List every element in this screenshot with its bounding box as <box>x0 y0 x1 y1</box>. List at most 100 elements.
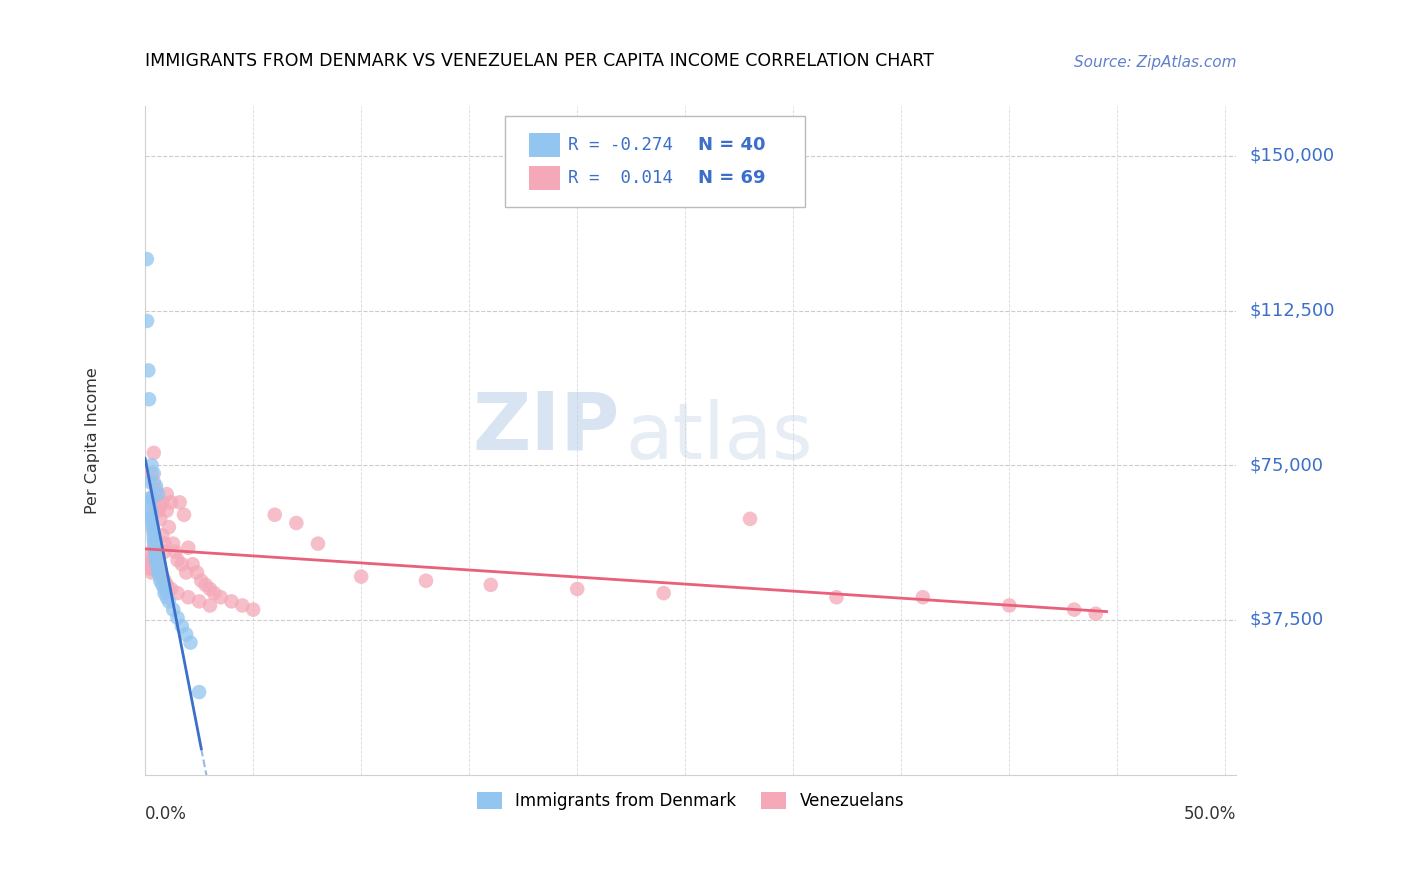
Point <box>160 495 183 509</box>
Point <box>142 528 165 542</box>
Point <box>145 479 167 493</box>
Text: $112,500: $112,500 <box>1250 301 1334 319</box>
Text: $75,000: $75,000 <box>1250 457 1323 475</box>
FancyBboxPatch shape <box>529 133 560 157</box>
Point <box>150 495 173 509</box>
Text: ZIP: ZIP <box>472 388 620 467</box>
Point <box>174 566 197 580</box>
Point <box>150 569 173 583</box>
Point <box>145 545 167 559</box>
Point <box>143 545 166 559</box>
Point <box>202 586 225 600</box>
Point <box>415 574 437 588</box>
Point <box>153 582 176 596</box>
Point <box>162 536 184 550</box>
Point <box>221 594 243 608</box>
Point <box>153 574 176 588</box>
Point <box>146 503 169 517</box>
Point <box>173 508 195 522</box>
Point <box>825 591 848 605</box>
Point <box>142 524 165 539</box>
Point <box>145 549 167 563</box>
Point <box>142 467 165 481</box>
Point <box>142 491 165 506</box>
Point <box>194 578 217 592</box>
Point <box>209 591 232 605</box>
Point <box>153 586 176 600</box>
Point <box>170 558 193 572</box>
Legend: Immigrants from Denmark, Venezuelans: Immigrants from Denmark, Venezuelans <box>470 785 911 816</box>
FancyBboxPatch shape <box>505 117 806 207</box>
Text: Per Capita Income: Per Capita Income <box>86 368 100 514</box>
Point <box>652 586 675 600</box>
Point <box>138 561 160 575</box>
Point <box>136 549 159 563</box>
Point <box>141 566 163 580</box>
Point <box>166 611 188 625</box>
Point <box>181 558 204 572</box>
Point <box>166 553 188 567</box>
Point <box>141 561 163 575</box>
Point <box>166 586 188 600</box>
Point <box>156 503 179 517</box>
FancyBboxPatch shape <box>529 166 560 190</box>
Point <box>141 512 163 526</box>
Point <box>165 545 187 559</box>
Point <box>479 578 502 592</box>
Point <box>139 508 162 522</box>
Text: atlas: atlas <box>626 400 813 475</box>
Point <box>142 533 165 547</box>
Point <box>146 487 169 501</box>
Point <box>139 491 162 506</box>
Point <box>141 503 163 517</box>
Point <box>153 545 176 559</box>
Text: R =  0.014: R = 0.014 <box>568 169 673 187</box>
Point <box>146 561 169 575</box>
Point <box>307 536 329 550</box>
Point <box>149 574 172 588</box>
Point <box>141 458 163 473</box>
Point <box>160 582 183 596</box>
Point <box>138 475 160 489</box>
Point <box>1063 602 1085 616</box>
Point <box>141 558 163 572</box>
Text: N = 69: N = 69 <box>699 169 766 187</box>
Point <box>170 619 193 633</box>
Text: Source: ZipAtlas.com: Source: ZipAtlas.com <box>1074 54 1236 70</box>
Point <box>142 520 165 534</box>
Point <box>138 553 160 567</box>
Point <box>177 591 200 605</box>
Point <box>567 582 589 596</box>
Point <box>138 495 160 509</box>
Point <box>156 578 179 592</box>
Text: $37,500: $37,500 <box>1250 611 1323 629</box>
Point <box>149 569 172 583</box>
Point <box>350 569 373 583</box>
Text: 50.0%: 50.0% <box>1184 805 1236 822</box>
Point <box>142 475 165 489</box>
Point <box>263 508 285 522</box>
Point <box>156 591 179 605</box>
Point <box>188 594 211 608</box>
Point <box>198 582 221 596</box>
Point <box>911 591 934 605</box>
Point <box>242 602 264 616</box>
Point <box>138 363 160 377</box>
Point <box>177 541 200 555</box>
Point <box>146 553 169 567</box>
Point <box>179 635 201 649</box>
Point <box>141 491 163 506</box>
Point <box>145 483 167 497</box>
Point <box>135 252 157 266</box>
Point <box>149 500 172 514</box>
Point <box>190 574 212 588</box>
Point <box>174 627 197 641</box>
Point <box>150 578 173 592</box>
Point <box>149 566 172 580</box>
Point <box>285 516 308 530</box>
Point <box>136 558 159 572</box>
Point <box>169 495 191 509</box>
Text: R = -0.274: R = -0.274 <box>568 136 673 153</box>
Point <box>146 566 169 580</box>
Point <box>149 512 172 526</box>
